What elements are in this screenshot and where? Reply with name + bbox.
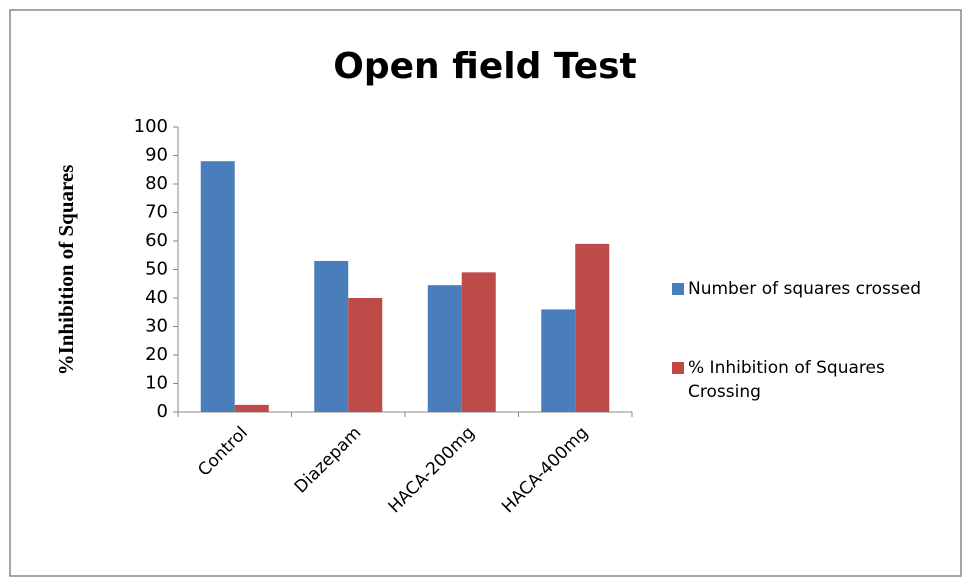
legend-label: Number of squares crossed bbox=[688, 279, 921, 299]
y-tick-label: 30 bbox=[145, 316, 168, 337]
legend-swatch bbox=[672, 362, 684, 374]
bar bbox=[314, 260, 349, 412]
y-tick-label: 60 bbox=[145, 230, 168, 251]
bar bbox=[575, 243, 610, 412]
bar bbox=[200, 161, 235, 412]
y-tick-label: 50 bbox=[145, 259, 168, 280]
y-tick-label: 100 bbox=[134, 116, 168, 137]
chart-title: Open field Test bbox=[333, 46, 637, 87]
bar bbox=[427, 285, 462, 412]
y-tick-label: 80 bbox=[145, 173, 168, 194]
legend-label: % Inhibition of Squares Crossing bbox=[688, 358, 885, 402]
bar bbox=[348, 298, 383, 412]
y-tick-label: 0 bbox=[157, 401, 168, 422]
y-tick-label: 20 bbox=[145, 344, 168, 365]
bar bbox=[461, 272, 496, 412]
y-tick-label: 10 bbox=[145, 373, 168, 394]
y-tick-label: 90 bbox=[145, 145, 168, 166]
y-tick-label: 70 bbox=[145, 202, 168, 223]
y-axis-label: %Inhibition of Squares bbox=[54, 165, 78, 376]
bar bbox=[541, 309, 576, 412]
y-tick-label: 40 bbox=[145, 287, 168, 308]
bar bbox=[234, 404, 269, 412]
legend-swatch bbox=[672, 283, 684, 295]
